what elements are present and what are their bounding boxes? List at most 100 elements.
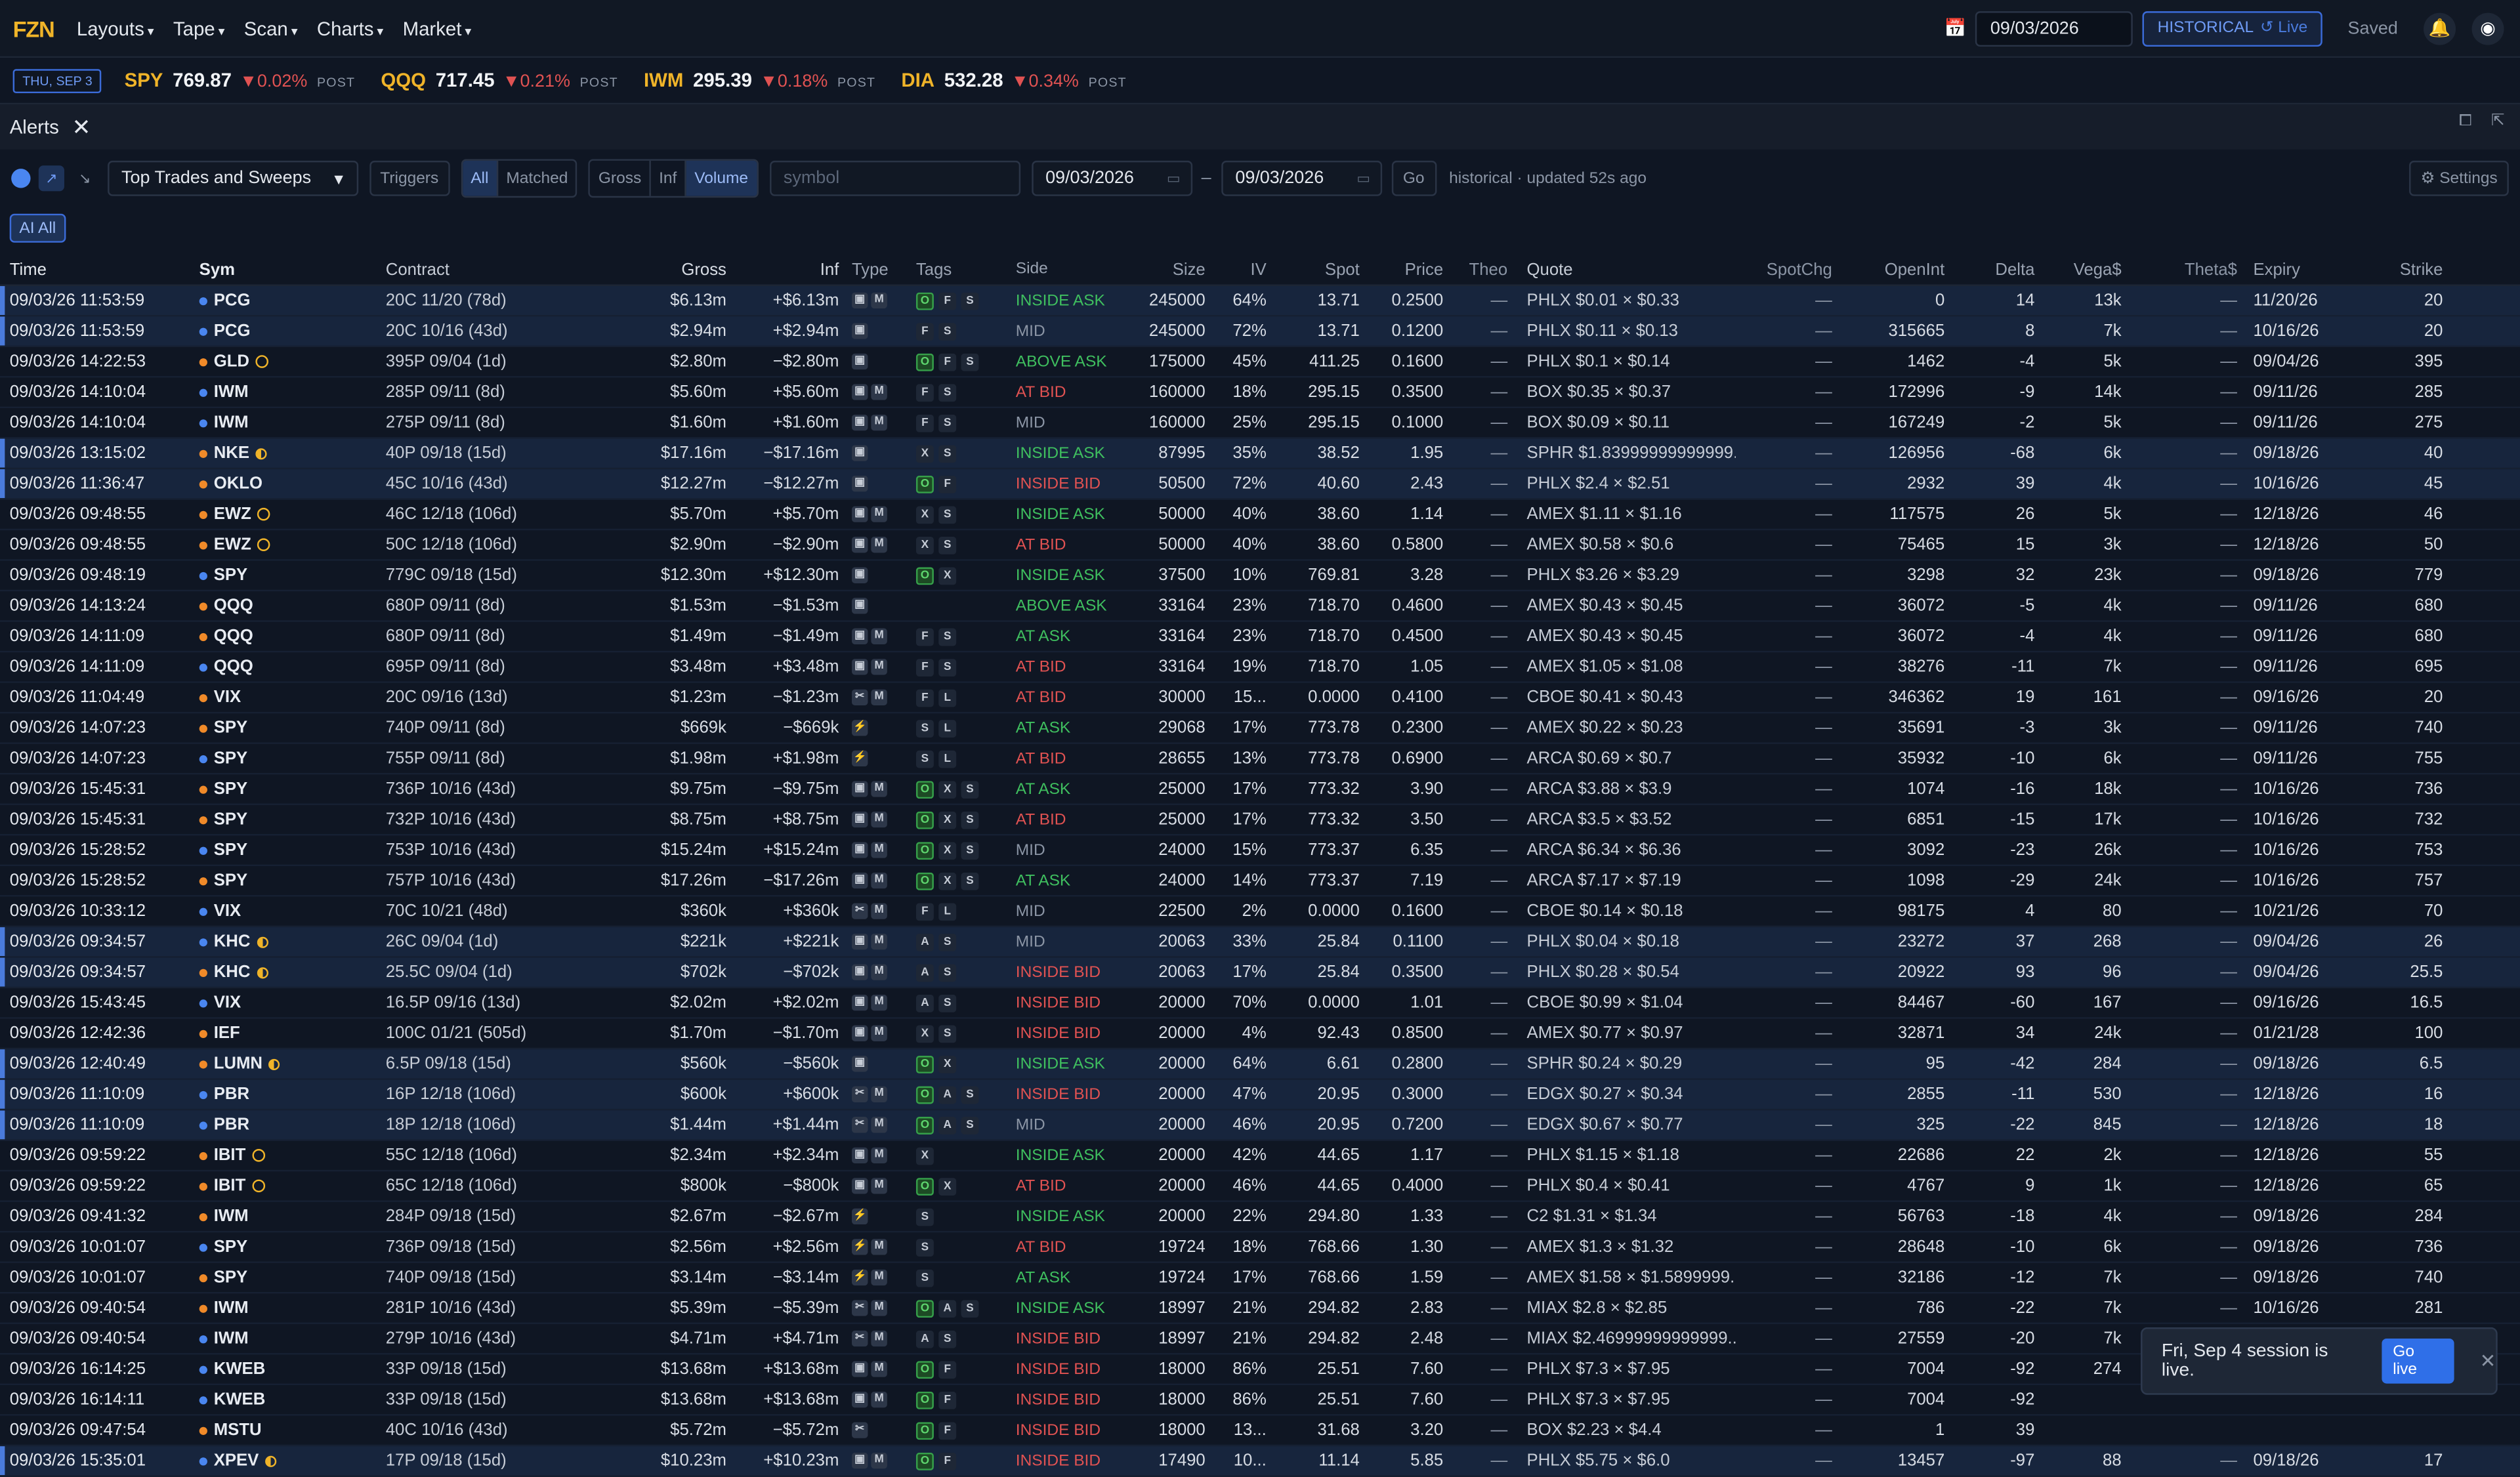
triggers-button[interactable]: Triggers (369, 160, 450, 196)
column-header-side[interactable]: Side (1015, 260, 1048, 278)
table-row[interactable]: 09/03/26 15:43:45 VIX 16.5P 09/16 (13d) $2.… (0, 988, 2520, 1019)
table-row[interactable]: 09/03/26 16:14:11 KWEB 33P 09/18 (15d) $13.… (0, 1385, 2520, 1416)
column-header-iv[interactable]: IV (1250, 259, 1267, 279)
ticker-item[interactable]: SPY 769.87 ▼0.02% POST (125, 69, 356, 91)
historical-mode-button[interactable]: HISTORICAL ↺ Live (2143, 10, 2322, 46)
table-row[interactable]: 09/03/26 11:53:59 PCG 20C 11/20 (78d) $6.13… (0, 285, 2520, 317)
cell-symbol[interactable]: SPY (190, 718, 376, 738)
column-header-size[interactable]: Size (1172, 259, 1206, 279)
table-row[interactable]: 09/03/26 09:59:22 IBIT 65C 12/18 (106d) $80… (0, 1171, 2520, 1202)
filter-matched[interactable]: Matched (506, 169, 568, 188)
sort-inf[interactable]: Inf (651, 160, 687, 196)
cell-symbol[interactable]: SPY (190, 871, 376, 890)
cell-symbol[interactable]: SPY (190, 780, 376, 799)
column-header-gross[interactable]: Gross (681, 259, 726, 279)
cell-symbol[interactable]: MSTU (190, 1421, 376, 1440)
cell-symbol[interactable]: SPY (190, 1268, 376, 1287)
menu-charts[interactable]: Charts ▾ (317, 17, 383, 39)
cell-symbol[interactable]: VIX (190, 993, 376, 1012)
table-row[interactable]: 09/03/26 12:42:36 IEF 100C 01/21 (505d) $1.… (0, 1019, 2520, 1050)
cell-symbol[interactable]: GLD (190, 352, 376, 371)
column-header-quote[interactable]: Quote (1526, 259, 1573, 279)
cell-symbol[interactable]: KHC (190, 932, 376, 951)
cell-symbol[interactable]: NKE (190, 444, 376, 463)
ticker-item[interactable]: IWM 295.39 ▼0.18% POST (644, 69, 875, 91)
table-row[interactable]: 09/03/26 11:36:47 OKLO 45C 10/16 (43d) $12.… (0, 469, 2520, 500)
cell-symbol[interactable]: QQQ (190, 596, 376, 615)
table-row[interactable]: 09/03/26 14:11:09 QQQ 695P 09/11 (8d) $3.48… (0, 652, 2520, 683)
column-header-inf[interactable]: Inf (820, 259, 839, 279)
table-row[interactable]: 09/03/26 09:41:32 IWM 284P 09/18 (15d) $2.6… (0, 1202, 2520, 1233)
cell-symbol[interactable]: SPY (190, 749, 376, 768)
table-row[interactable]: 09/03/26 11:04:49 VIX 20C 09/16 (13d) $1.23… (0, 683, 2520, 714)
table-row[interactable]: 09/03/26 13:15:02 NKE 40P 09/18 (15d) $17.1… (0, 438, 2520, 470)
table-row[interactable]: 09/03/26 14:13:24 QQQ 680P 09/11 (8d) $1.53… (0, 591, 2520, 622)
user-avatar-icon[interactable]: ◉ (2471, 12, 2504, 45)
bell-icon[interactable]: 🔔 (2424, 12, 2456, 45)
column-header-price[interactable]: Price (1404, 259, 1444, 279)
table-row[interactable]: 09/03/26 09:34:57 KHC 26C 09/04 (1d) $221k +… (0, 927, 2520, 958)
cell-symbol[interactable]: SPY (190, 566, 376, 585)
menu-tape[interactable]: Tape ▾ (173, 17, 224, 39)
table-row[interactable]: 09/03/26 14:11:09 QQQ 680P 09/11 (8d) $1.49… (0, 622, 2520, 653)
direction-all-toggle[interactable] (11, 169, 31, 188)
app-logo[interactable]: FZN (12, 15, 55, 41)
table-row[interactable]: 09/03/26 15:35:01 XPEV 17P 09/18 (15d) $10.… (0, 1446, 2520, 1477)
table-row[interactable]: 09/03/26 09:48:19 SPY 779C 09/18 (15d) $12.… (0, 561, 2520, 592)
table-row[interactable]: 09/03/26 12:40:49 LUMN 6.5P 09/18 (15d) $56… (0, 1049, 2520, 1080)
table-row[interactable]: 09/03/26 09:48:55 EWZ 46C 12/18 (106d) $5.7… (0, 500, 2520, 531)
table-row[interactable]: 09/03/26 10:01:07 SPY 740P 09/18 (15d) $3.1… (0, 1263, 2520, 1294)
cell-symbol[interactable]: SPY (190, 810, 376, 829)
ticker-item[interactable]: QQQ 717.45 ▼0.21% POST (381, 69, 618, 91)
table-row[interactable]: 09/03/26 09:47:54 MSTU 40C 10/16 (43d) $5.7… (0, 1416, 2520, 1447)
column-header-openint[interactable]: OpenInt (1884, 259, 1945, 279)
sort-volume[interactable]: Volume (686, 160, 757, 196)
settings-button[interactable]: ⚙ Settings (2409, 160, 2509, 196)
menu-layouts[interactable]: Layouts ▾ (77, 17, 154, 39)
maximize-icon[interactable]: ⧠ (2458, 112, 2472, 131)
column-header-contract[interactable]: Contract (385, 259, 450, 279)
table-row[interactable]: 09/03/26 14:10:04 IWM 275P 09/11 (8d) $1.60… (0, 408, 2520, 439)
cell-symbol[interactable]: IBIT (190, 1146, 376, 1165)
close-icon[interactable]: ✕ (72, 113, 91, 139)
menu-scan[interactable]: Scan ▾ (244, 17, 298, 39)
column-header-expiry[interactable]: Expiry (2253, 259, 2300, 279)
cell-symbol[interactable]: IWM (190, 383, 376, 402)
cell-symbol[interactable]: PCG (190, 322, 376, 341)
column-header-time[interactable]: Time (9, 259, 47, 279)
session-date-input[interactable]: 09/03/2026 (1975, 10, 2133, 46)
table-row[interactable]: 09/03/26 15:28:52 SPY 757P 10/16 (43d) $17.… (0, 866, 2520, 897)
table-row[interactable]: 09/03/26 15:45:31 SPY 732P 10/16 (43d) $8.7… (0, 805, 2520, 836)
cell-symbol[interactable]: IWM (190, 1329, 376, 1348)
ai-all-chip[interactable]: AI All (9, 213, 66, 243)
menu-market[interactable]: Market ▾ (403, 17, 472, 39)
table-row[interactable]: 09/03/26 15:28:52 SPY 753P 10/16 (43d) $15.… (0, 835, 2520, 867)
cell-symbol[interactable]: SPY (190, 841, 376, 860)
preset-select[interactable]: Top Trades and Sweeps ▾ (106, 160, 358, 196)
cell-symbol[interactable]: IBIT (190, 1176, 376, 1196)
go-live-button[interactable]: Go live (2382, 1339, 2454, 1384)
arrow-up-right-icon[interactable]: ↗ (38, 165, 64, 192)
table-row[interactable]: 09/03/26 09:34:57 KHC 25.5C 09/04 (1d) $702… (0, 957, 2520, 989)
cell-symbol[interactable]: KWEB (190, 1360, 376, 1379)
cell-symbol[interactable]: QQQ (190, 627, 376, 646)
calendar-icon[interactable]: 📅 (1944, 19, 1967, 39)
cell-symbol[interactable]: KHC (190, 963, 376, 982)
column-header-sym[interactable]: Sym (199, 259, 236, 279)
column-header-theo[interactable]: Theo (1469, 259, 1508, 279)
table-row[interactable]: 09/03/26 09:48:55 EWZ 50C 12/18 (106d) $2.9… (0, 530, 2520, 561)
arrow-down-right-icon[interactable]: ↘ (79, 169, 91, 186)
go-button[interactable]: Go (1391, 160, 1437, 196)
column-header-spotchg[interactable]: SpotChg (1766, 259, 1832, 279)
sort-gross[interactable]: Gross (591, 160, 651, 196)
column-header-theta[interactable]: Theta$ (2184, 259, 2238, 279)
column-header-tags[interactable]: Tags (915, 259, 952, 279)
table-row[interactable]: 09/03/26 10:33:12 VIX 70C 10/21 (48d) $360k… (0, 897, 2520, 928)
cell-symbol[interactable]: KWEB (190, 1390, 376, 1409)
table-row[interactable]: 09/03/26 14:22:53 GLD 395P 09/04 (1d) $2.80… (0, 347, 2520, 378)
table-row[interactable]: 09/03/26 14:07:23 SPY 755P 09/11 (8d) $1.98… (0, 744, 2520, 775)
symbol-input[interactable]: symbol (768, 160, 1020, 196)
table-row[interactable]: 09/03/26 15:45:31 SPY 736P 10/16 (43d) $9.7… (0, 774, 2520, 805)
column-header-spot[interactable]: Spot (1324, 259, 1360, 279)
table-row[interactable]: 09/03/26 14:07:23 SPY 740P 09/11 (8d) $669k… (0, 713, 2520, 744)
